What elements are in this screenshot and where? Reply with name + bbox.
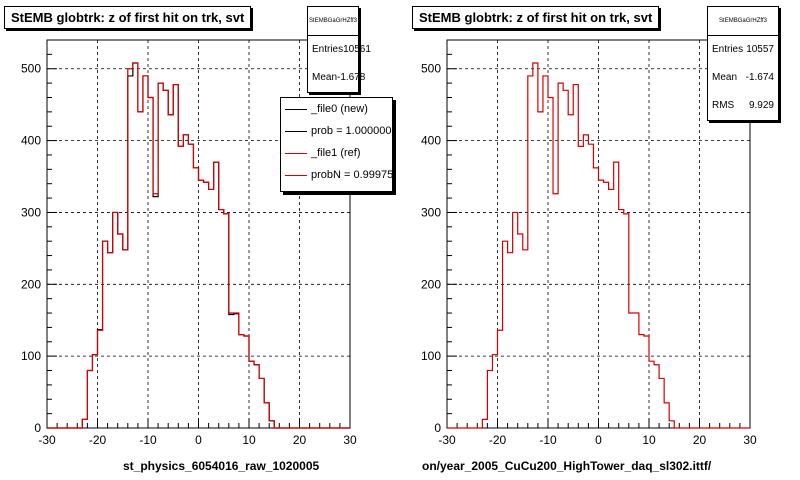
right-y-tick-label: 100 [421, 349, 441, 363]
left-x-tick-label: -20 [89, 433, 107, 447]
left-stats-mean-label: Mean [312, 72, 338, 83]
right-chart-title: StEMB globtrk: z of first hit on trk, sv… [412, 6, 660, 29]
left-stats-mean-row: Mean -1.678 [308, 64, 365, 92]
right-chart-title-text: StEMB globtrk: z of first hit on trk, sv… [419, 10, 653, 25]
right-x-tick-label: 0 [595, 433, 602, 447]
left-stats-box: StEMBGaGrHZff3 Entries 10561 Mean -1.678 [307, 6, 371, 93]
right-stats-rms-row: RMS 9.929 [708, 92, 778, 120]
right-stats-entries-label: Entries [712, 44, 744, 55]
left-x-tick-label: 20 [293, 433, 307, 447]
left-x-tick-label: -30 [38, 433, 56, 447]
right-x-tick-label: 20 [693, 433, 707, 447]
left-x-tick-label: 10 [242, 433, 256, 447]
left-x-tick-label: 0 [195, 433, 202, 447]
right-y-tick-label: 300 [421, 205, 441, 219]
left-y-tick-label: 400 [21, 134, 41, 148]
right-stats-box: StEMBGaGrHZff3 Entries 10557 Mean -1.674… [707, 6, 779, 121]
left-x-tick-label: 30 [343, 433, 357, 447]
left-chart-title-text: StEMB globtrk: z of first hit on trk, sv… [11, 10, 245, 25]
left-footer-label: st_physics_6054016_raw_1020005 [123, 459, 320, 473]
right-y-tick-label: 200 [421, 277, 441, 291]
right-y-tick-label: 500 [421, 62, 441, 76]
right-stats-mean-label: Mean [712, 72, 738, 83]
right-stats-rms-value: 9.929 [748, 100, 774, 111]
legend-entry-probn: probN = 0.999757 [281, 164, 392, 186]
right-series-0 [447, 62, 750, 429]
right-x-tick-label: 30 [743, 433, 757, 447]
left-legend: _file0 (new) prob = 1.000000 _file1 (ref… [280, 97, 393, 192]
left-y-tick-label: 200 [21, 277, 41, 291]
legend-entry-file0: _file0 (new) [281, 98, 392, 120]
left-y-tick-label: 300 [21, 205, 41, 219]
right-stats-entries-row: Entries 10557 [708, 36, 778, 64]
right-stats-rms-label: RMS [712, 100, 735, 111]
right-stats-name: StEMBGaGrHZff3 [708, 7, 778, 36]
right-stats-mean-value: -1.674 [745, 72, 774, 83]
legend-entry-prob: prob = 1.000000 [281, 120, 392, 142]
left-x-tick-label: -10 [139, 433, 157, 447]
right-x-tick-label: -10 [539, 433, 557, 447]
legend-entry-file1: _file1 (ref) [281, 142, 392, 164]
left-stats-mean-value: -1.678 [337, 72, 366, 83]
left-series-1 [47, 62, 350, 429]
legend-label-prob: prob = 1.000000 [311, 125, 392, 137]
right-y-tick-label: 0 [434, 421, 441, 435]
legend-label-file0: _file0 (new) [311, 103, 368, 115]
right-x-tick-label: -20 [489, 433, 507, 447]
left-stats-entries-label: Entries [312, 44, 344, 55]
left-y-tick-label: 0 [34, 421, 41, 435]
legend-label-file1: _file1 (ref) [311, 147, 361, 159]
legend-swatch-probn [285, 175, 307, 176]
left-y-tick-label: 500 [21, 62, 41, 76]
right-stats-mean-row: Mean -1.674 [708, 64, 778, 92]
left-stats-entries-value: 10561 [343, 44, 371, 55]
left-stats-entries-row: Entries 10561 [308, 36, 371, 64]
left-chart-title: StEMB globtrk: z of first hit on trk, sv… [4, 6, 252, 29]
right-stats-entries-value: 10557 [746, 44, 774, 55]
right-footer-label: on/year_2005_CuCu200_HighTower_daq_sl302… [422, 459, 712, 473]
right-x-tick-label: -30 [438, 433, 456, 447]
legend-label-probn: probN = 0.999757 [311, 169, 393, 181]
legend-swatch-file0 [285, 109, 307, 110]
legend-swatch-file1 [285, 153, 307, 154]
right-y-tick-label: 400 [421, 134, 441, 148]
right-x-tick-label: 10 [642, 433, 656, 447]
left-y-tick-label: 100 [21, 349, 41, 363]
left-stats-name: StEMBGaGrHZff3 [308, 7, 358, 36]
legend-swatch-prob [285, 131, 307, 132]
